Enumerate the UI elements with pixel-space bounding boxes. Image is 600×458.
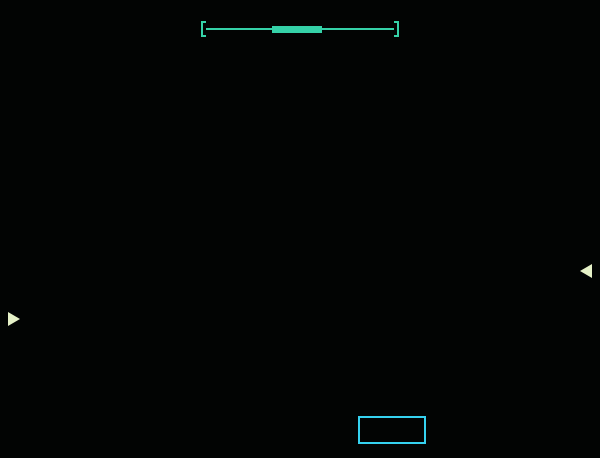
ch1-marker-icon[interactable] bbox=[8, 312, 20, 326]
trigger-level-icon[interactable] bbox=[580, 264, 592, 278]
timebase-window-icon[interactable] bbox=[201, 21, 399, 37]
trigger-mode-button[interactable] bbox=[358, 416, 426, 444]
